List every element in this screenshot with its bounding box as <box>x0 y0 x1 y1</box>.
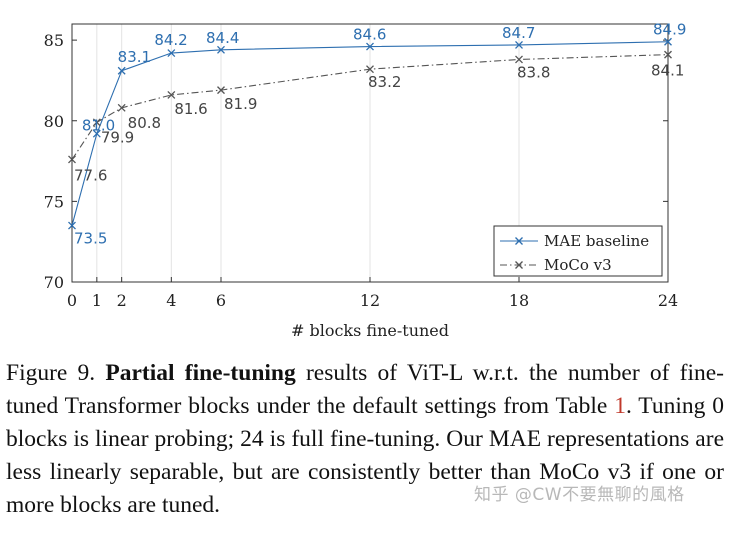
caption-text-part2: . Tuning 0 blocks is linear probing; 24 … <box>6 393 725 518</box>
caption-bold-title: Partial fine-tuning <box>105 360 296 386</box>
marker-stroke <box>68 155 76 164</box>
marker-stroke <box>117 66 126 75</box>
marker-stroke <box>664 37 672 46</box>
marker-stroke <box>515 41 523 49</box>
marker-stroke <box>217 86 225 95</box>
data-point-marker <box>68 221 76 230</box>
series-lines <box>68 37 672 230</box>
caption-figure-number: Figure 9. <box>6 360 96 386</box>
data-label: 83.2 <box>368 73 401 91</box>
data-point-marker <box>92 118 101 127</box>
data-point-marker <box>217 86 225 95</box>
x-tick-label: 4 <box>166 291 176 310</box>
y-tick-label: 80 <box>44 112 64 131</box>
marker-stroke <box>117 103 126 112</box>
marker-stroke <box>515 237 523 245</box>
figure-caption: Figure 9. Partial fine-tuning results of… <box>6 357 724 522</box>
data-label: 79.9 <box>101 128 134 146</box>
x-tick-label: 0 <box>67 291 77 310</box>
marker-stroke <box>92 129 101 138</box>
data-point-marker <box>68 155 76 164</box>
data-label: 81.6 <box>174 100 207 118</box>
legend-entry-label: MAE baseline <box>544 232 649 250</box>
x-tick-label: 12 <box>360 291 380 310</box>
data-label: 80.8 <box>128 114 161 132</box>
data-point-marker <box>117 103 126 112</box>
x-tick-label: 2 <box>117 291 127 310</box>
marker-stroke <box>68 221 76 230</box>
data-labels: 73.5 81.0 83.184.2 84.4 84.6 84.7 84.9 77.6 79.9… <box>74 21 686 248</box>
marker-stroke <box>167 90 176 99</box>
data-point-marker <box>515 55 523 64</box>
data-label: 77.6 <box>74 166 107 184</box>
legend: MAE baseline MoCo v3 <box>493 225 663 277</box>
marker-stroke <box>366 65 374 74</box>
caption-table-ref-link[interactable]: 1 <box>614 393 626 419</box>
grid-lines <box>96 24 520 282</box>
marker-stroke <box>664 50 672 59</box>
data-label: 84.9 <box>653 21 686 39</box>
y-tick-label: 85 <box>44 31 64 50</box>
caption-text-part1: results of ViT-L w.r.t. the number of fi… <box>6 360 725 419</box>
data-point-marker <box>366 42 374 51</box>
data-label: 81.0 <box>82 117 115 135</box>
marker-stroke <box>167 49 176 57</box>
data-point-marker <box>664 50 672 59</box>
data-label: 84.4 <box>206 29 239 47</box>
data-point-marker <box>92 129 101 138</box>
marker-stroke <box>92 118 101 127</box>
x-tick-label: 18 <box>509 291 529 310</box>
data-label: 84.1 <box>651 62 684 80</box>
series-line-moco <box>71 54 669 160</box>
y-axis-ticks: 70 75 80 85 <box>44 31 668 292</box>
data-point-marker <box>167 49 176 57</box>
x-tick-label: 24 <box>658 291 678 310</box>
y-tick-label: 75 <box>44 192 64 211</box>
x-axis-ticks: 0 1 2 4 6 12 18 24 <box>67 277 678 310</box>
data-point-marker <box>515 41 523 49</box>
data-point-marker <box>217 45 225 54</box>
marker-stroke <box>515 55 523 64</box>
legend-entry-label: MoCo v3 <box>544 256 612 274</box>
y-tick-label: 70 <box>44 273 64 292</box>
legend-marker <box>515 237 523 245</box>
marker-stroke <box>217 45 225 54</box>
data-label: 84.6 <box>353 26 386 44</box>
data-label: 84.2 <box>154 31 187 49</box>
data-point-marker <box>366 65 374 74</box>
x-tick-label: 6 <box>216 291 226 310</box>
x-tick-label: 1 <box>92 291 102 310</box>
data-label: 73.5 <box>74 230 107 248</box>
x-axis-label: # blocks fine-tuned <box>291 321 449 340</box>
data-label: 83.1 <box>118 48 151 66</box>
data-label: 81.9 <box>224 95 257 113</box>
series-line-mae <box>71 41 669 226</box>
legend-marker <box>515 261 523 269</box>
data-point-marker <box>117 66 126 75</box>
marker-stroke <box>366 42 374 51</box>
watermark: 知乎 @CW不要無聊的風格 <box>474 485 685 505</box>
data-point-marker <box>167 90 176 99</box>
data-label: 84.7 <box>502 24 535 42</box>
marker-stroke <box>515 261 523 269</box>
data-point-marker <box>664 37 672 46</box>
data-label: 83.8 <box>517 63 550 81</box>
